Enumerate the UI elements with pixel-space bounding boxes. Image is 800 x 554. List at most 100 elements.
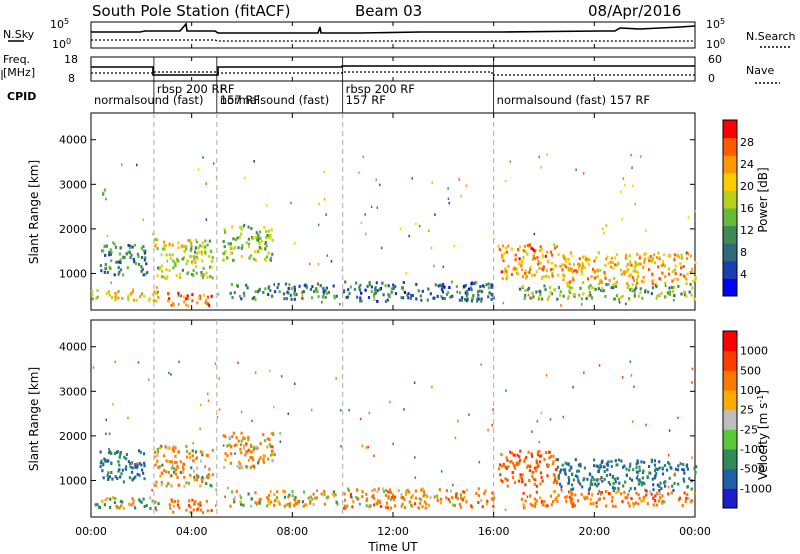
data-cell bbox=[510, 247, 513, 251]
data-cell bbox=[168, 297, 171, 301]
data-cell bbox=[208, 239, 211, 243]
data-cell bbox=[583, 371, 585, 374]
data-cell bbox=[364, 213, 366, 216]
data-cell bbox=[399, 227, 402, 231]
data-cell bbox=[376, 206, 378, 209]
data-cell bbox=[472, 294, 475, 298]
data-cell bbox=[239, 295, 241, 298]
data-cell bbox=[554, 264, 557, 268]
data-cell bbox=[591, 475, 594, 479]
data-cell bbox=[597, 492, 599, 496]
data-cell bbox=[694, 209, 696, 213]
data-cell bbox=[568, 478, 571, 482]
data-cell bbox=[586, 477, 589, 481]
data-cell bbox=[579, 482, 582, 486]
data-cell bbox=[160, 264, 163, 268]
data-cell bbox=[372, 503, 376, 507]
data-cell bbox=[201, 480, 204, 484]
data-cell bbox=[670, 491, 673, 495]
data-cell bbox=[102, 249, 105, 253]
data-cell bbox=[635, 470, 638, 474]
data-cell bbox=[196, 466, 199, 470]
data-cell bbox=[577, 499, 580, 503]
data-cell bbox=[257, 500, 260, 504]
data-cell bbox=[136, 462, 138, 465]
data-cell bbox=[535, 499, 538, 503]
data-cell bbox=[458, 298, 461, 302]
data-cell bbox=[549, 494, 553, 498]
data-cell bbox=[693, 467, 696, 470]
data-cell bbox=[368, 283, 371, 287]
data-cell bbox=[128, 502, 131, 506]
data-cell bbox=[543, 500, 546, 504]
data-cell bbox=[542, 267, 545, 271]
data-cell bbox=[546, 153, 548, 156]
data-cell bbox=[545, 374, 548, 377]
data-cell bbox=[237, 439, 240, 443]
data-cell bbox=[204, 250, 207, 254]
data-cell bbox=[622, 484, 625, 488]
data-cell bbox=[531, 430, 533, 433]
data-cell bbox=[291, 494, 294, 498]
data-cell bbox=[125, 252, 128, 256]
data-cell bbox=[283, 504, 286, 508]
data-cell bbox=[375, 291, 378, 295]
data-cell bbox=[584, 255, 587, 259]
data-cell bbox=[658, 277, 661, 281]
data-cell bbox=[142, 218, 144, 221]
data-cell bbox=[401, 496, 404, 500]
data-cell bbox=[625, 264, 628, 268]
colorbar-swatch bbox=[723, 155, 737, 174]
data-cell bbox=[269, 236, 272, 240]
cpid-segment-label: RF bbox=[220, 82, 235, 96]
data-cell bbox=[535, 490, 538, 494]
data-cell bbox=[460, 496, 463, 500]
data-cell bbox=[156, 447, 159, 451]
data-cell bbox=[668, 462, 671, 466]
data-cell bbox=[131, 245, 134, 249]
data-cell bbox=[555, 479, 558, 483]
data-cell bbox=[466, 297, 469, 301]
data-cell bbox=[561, 489, 564, 493]
data-cell bbox=[632, 504, 635, 508]
data-cell bbox=[390, 491, 393, 495]
data-cell bbox=[381, 281, 384, 285]
velocity-colorbar-label-close: ] bbox=[756, 390, 770, 395]
data-cell bbox=[454, 436, 457, 440]
data-cell bbox=[405, 271, 408, 275]
data-cell bbox=[533, 482, 536, 486]
data-cell bbox=[206, 295, 209, 299]
data-cell bbox=[194, 250, 197, 254]
data-cell bbox=[579, 286, 582, 290]
x-tick-label: 08:00 bbox=[276, 525, 308, 538]
data-cell bbox=[140, 292, 144, 296]
data-cell bbox=[206, 275, 209, 279]
data-cell bbox=[578, 264, 581, 268]
data-cell bbox=[322, 290, 325, 294]
noise-right-label: N.Search bbox=[746, 30, 796, 43]
data-cell bbox=[599, 492, 603, 496]
data-cell bbox=[205, 271, 208, 275]
data-cell bbox=[476, 297, 479, 301]
data-cell bbox=[594, 269, 597, 273]
data-cell bbox=[572, 502, 575, 506]
station-title: South Pole Station (fitACF) bbox=[92, 2, 290, 20]
data-cell bbox=[639, 262, 642, 266]
data-cell bbox=[171, 500, 174, 503]
data-cell bbox=[528, 244, 531, 248]
data-cell bbox=[366, 284, 369, 288]
data-cell bbox=[98, 506, 101, 509]
data-cell bbox=[605, 474, 609, 477]
data-cell bbox=[216, 416, 219, 419]
data-cell bbox=[513, 480, 517, 484]
data-cell bbox=[521, 284, 525, 288]
data-cell bbox=[528, 479, 531, 483]
data-cell bbox=[260, 240, 263, 243]
data-cell bbox=[540, 454, 543, 458]
data-cell bbox=[563, 264, 566, 267]
data-cell bbox=[143, 464, 146, 468]
data-cell bbox=[466, 292, 469, 296]
data-cell bbox=[133, 243, 136, 247]
data-cell bbox=[267, 457, 270, 461]
